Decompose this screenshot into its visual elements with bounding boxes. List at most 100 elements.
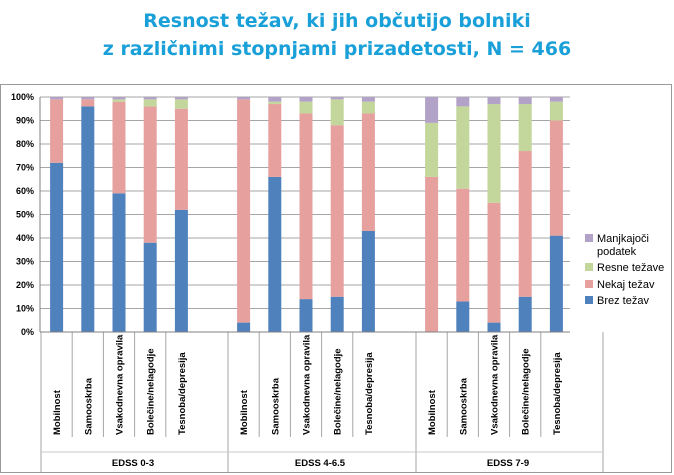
- x-tick-label: Vsakodnevna opravila: [490, 334, 501, 435]
- bar-segment: [487, 104, 501, 203]
- bar-segment: [361, 101, 375, 114]
- bar-segment: [112, 99, 126, 102]
- bar-segment: [112, 101, 126, 194]
- bar-segment: [143, 242, 157, 332]
- bar-segment: [50, 99, 64, 163]
- bar-segment: [456, 188, 470, 302]
- bar-segment: [268, 101, 282, 105]
- x-tick-label: Samooskrba: [83, 377, 94, 435]
- bar-segment: [425, 176, 439, 332]
- y-tick-label: 40%: [16, 233, 34, 243]
- bar-segment: [425, 122, 439, 177]
- bar-segment: [361, 230, 375, 332]
- bar-segment: [174, 209, 188, 332]
- bar-segment: [456, 301, 470, 332]
- legend-label-line2: podatek: [597, 246, 637, 258]
- legend-swatch: [585, 234, 593, 242]
- bar-segment: [143, 99, 157, 107]
- bar-segment: [81, 97, 95, 100]
- x-tick-label: Bolečine/nelagodje: [521, 348, 532, 435]
- bar-segment: [112, 193, 126, 332]
- x-tick-label: Samooskrba: [458, 377, 469, 435]
- legend-label: Resne težave: [597, 262, 664, 274]
- bar-segment: [330, 97, 344, 100]
- bar-segment: [518, 97, 532, 105]
- bar-segment: [174, 99, 188, 109]
- y-tick-label: 80%: [16, 139, 34, 149]
- y-tick-label: 10%: [16, 304, 34, 314]
- x-tick-label: Tesnoba/depresija: [364, 352, 375, 435]
- bar-segment: [81, 106, 95, 333]
- bar-segment: [549, 97, 563, 102]
- group-label: EDSS 0-3: [112, 458, 154, 469]
- chart-title-line1: Resnost težav, ki jih občutijo bolniki: [143, 10, 531, 32]
- bar-segment: [361, 97, 375, 102]
- bar-segment: [487, 322, 501, 332]
- x-tick-label: Tesnoba/depresija: [177, 352, 188, 435]
- bar-segment: [549, 235, 563, 332]
- bar-segment: [299, 97, 313, 102]
- bar-segment: [549, 101, 563, 121]
- y-tick-label: 90%: [16, 116, 34, 126]
- y-tick-label: 20%: [16, 280, 34, 290]
- y-tick-label: 0%: [21, 327, 34, 337]
- bar-segment: [330, 99, 344, 126]
- bar-segment: [174, 108, 188, 210]
- bar-segment: [299, 113, 313, 300]
- x-tick-label: Mobilnost: [239, 389, 250, 435]
- x-tick-label: Vsakodnevna opravila: [115, 334, 126, 435]
- bar-segment: [518, 151, 532, 297]
- x-tick-label: Samooskrba: [270, 377, 281, 435]
- x-tick-label: Vsakodnevna opravila: [302, 334, 313, 435]
- bar-segment: [299, 299, 313, 332]
- x-tick-label: Mobilnost: [52, 389, 63, 435]
- bar-segment: [549, 120, 563, 236]
- chart-frame: [0, 84, 672, 473]
- y-tick-label: 50%: [16, 210, 34, 220]
- bar-segment: [487, 97, 501, 105]
- bars: [50, 97, 563, 333]
- x-tick-label: Bolečine/nelagodje: [333, 348, 344, 435]
- x-tick-label: Bolečine/nelagodje: [146, 348, 157, 435]
- y-tick-label: 70%: [16, 163, 34, 173]
- y-tick-label: 60%: [16, 186, 34, 196]
- y-axis: 0% 10% 20% 30% 40% 50% 60% 70% 80% 90% 100%: [11, 92, 41, 337]
- bar-segment: [518, 104, 532, 152]
- bar-segment: [237, 99, 251, 323]
- legend-swatch: [585, 296, 593, 304]
- group-label: EDSS 4-6.5: [295, 458, 346, 469]
- y-tick-label: 100%: [11, 92, 34, 102]
- bar-segment: [268, 176, 282, 332]
- group-label: EDSS 7-9: [487, 458, 529, 469]
- bar-segment: [174, 97, 188, 100]
- bar-segment: [361, 113, 375, 231]
- bar-segment: [456, 106, 470, 189]
- x-axis: Mobilnost Samooskrba Vsakodnevna opravila B…: [40, 331, 604, 472]
- bar-segment: [425, 97, 439, 123]
- bar-segment: [143, 106, 157, 243]
- bar-segment: [268, 97, 282, 102]
- bar-segment: [143, 97, 157, 100]
- bar-segment: [112, 97, 126, 100]
- bar-segment: [50, 97, 64, 100]
- bar-segment: [456, 97, 470, 107]
- bar-segment: [268, 104, 282, 177]
- legend-swatch: [585, 280, 593, 288]
- x-tick-label: Mobilnost: [427, 389, 438, 435]
- bar-segment: [50, 162, 64, 332]
- bar-segment: [237, 322, 251, 332]
- bar-segment: [81, 99, 95, 107]
- bar-segment: [330, 296, 344, 332]
- bar-segment: [487, 202, 501, 323]
- bar-segment: [237, 97, 251, 100]
- chart-title-line2: z različnimi stopnjami prizadetosti, N =…: [102, 38, 572, 60]
- legend-label: Brez težav: [597, 295, 649, 307]
- legend-label: Nekaj težav: [597, 279, 655, 291]
- y-tick-label: 30%: [16, 257, 34, 267]
- legend-swatch: [585, 263, 593, 271]
- x-tick-label: Tesnoba/depresija: [552, 352, 563, 435]
- legend-label: Manjkajoči: [597, 233, 649, 245]
- bar-segment: [299, 101, 313, 114]
